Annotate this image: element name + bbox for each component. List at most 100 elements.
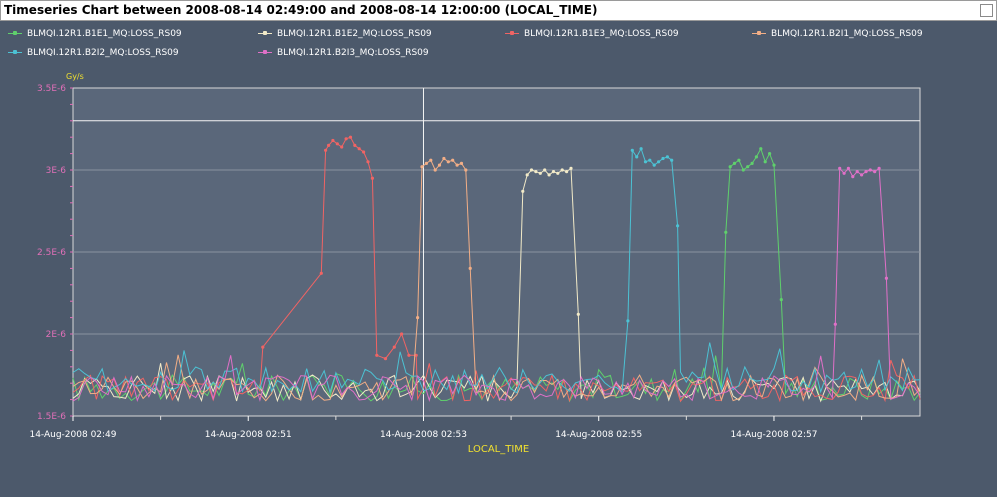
legend-item: BLMQI.12R1.B2I3_MQ:LOSS_RS09 (258, 46, 429, 60)
data-point (451, 158, 455, 162)
x-tick-label: 14-Aug-2008 02:53 (380, 430, 467, 440)
legend-label: BLMQI.12R1.B1E3_MQ:LOSS_RS09 (524, 29, 679, 39)
data-point (746, 165, 750, 169)
legend-label: BLMQI.12R1.B2I3_MQ:LOSS_RS09 (277, 48, 429, 58)
series-line (72, 147, 921, 403)
title-bar: Timeseries Chart between 2008-08-14 02:4… (0, 0, 997, 21)
data-point (331, 138, 335, 143)
data-point (327, 143, 331, 147)
data-point (366, 160, 370, 164)
data-point (652, 163, 656, 167)
data-point (855, 170, 859, 174)
data-point (737, 158, 741, 162)
data-point (319, 271, 323, 275)
data-point (661, 156, 665, 161)
data-point (768, 152, 772, 156)
data-point (741, 168, 745, 172)
data-point (754, 155, 759, 159)
data-point (750, 161, 754, 165)
x-tick-label: 14-Aug-2008 02:55 (555, 430, 642, 440)
data-point (348, 135, 353, 139)
chart-legend: BLMQI.12R1.B1E1_MQ:LOSS_RS09 BLMQI.12R1.B… (0, 21, 997, 65)
legend-swatch (258, 29, 272, 39)
data-point (547, 173, 551, 177)
data-point (429, 158, 433, 162)
data-point (643, 160, 648, 164)
series-line (72, 167, 921, 402)
y-tick-label: 2.5E-6 (37, 248, 66, 258)
legend-item: BLMQI.12R1.B1E2_MQ:LOSS_RS09 (258, 27, 432, 41)
data-point (521, 189, 525, 193)
x-tick-label: 14-Aug-2008 02:57 (730, 430, 817, 440)
data-point (335, 142, 339, 146)
data-point (416, 316, 420, 320)
y-tick-label: 3.5E-6 (37, 84, 66, 94)
data-point (838, 166, 842, 170)
data-point (884, 276, 889, 280)
legend-item: BLMQI.12R1.B2I2_MQ:LOSS_RS09 (8, 46, 179, 60)
data-point (437, 163, 442, 167)
data-point (400, 332, 404, 336)
data-point (455, 163, 459, 167)
legend-swatch (8, 48, 22, 58)
x-axis-label: LOCAL_TIME (468, 444, 529, 455)
data-point (529, 168, 534, 172)
data-point (576, 312, 580, 316)
data-point (565, 170, 569, 174)
data-point (353, 143, 357, 147)
data-point (833, 322, 837, 326)
data-point (551, 170, 556, 174)
legend-label: BLMQI.12R1.B1E1_MQ:LOSS_RS09 (27, 29, 182, 39)
series-line (72, 157, 921, 402)
data-point (392, 345, 396, 349)
data-point (560, 168, 564, 172)
data-point (407, 353, 411, 357)
data-point (383, 357, 388, 361)
data-point (864, 170, 868, 174)
data-point (556, 171, 560, 175)
data-point (763, 160, 767, 164)
data-point (676, 224, 680, 228)
data-point (538, 171, 542, 175)
data-point (772, 163, 776, 167)
data-point (324, 148, 328, 152)
data-point (362, 150, 366, 154)
legend-label: BLMQI.12R1.B2I1_MQ:LOSS_RS09 (771, 29, 923, 39)
legend-label: BLMQI.12R1.B1E2_MQ:LOSS_RS09 (277, 29, 432, 39)
data-point (370, 176, 374, 180)
data-point (635, 155, 639, 159)
data-point (877, 166, 881, 170)
data-point (375, 353, 379, 357)
data-point (424, 161, 428, 165)
series-line (72, 167, 921, 403)
data-point (846, 166, 851, 170)
data-point (626, 319, 630, 323)
data-point (732, 161, 737, 165)
close-box[interactable] (980, 4, 993, 17)
data-point (464, 168, 468, 172)
data-point (842, 171, 846, 175)
data-point (648, 158, 652, 162)
data-point (657, 160, 661, 164)
y-tick-label: 3E-6 (46, 166, 67, 176)
data-point (860, 173, 864, 177)
legend-item: BLMQI.12R1.B1E1_MQ:LOSS_RS09 (8, 27, 182, 41)
data-point (357, 147, 361, 151)
data-point (724, 230, 728, 234)
data-point (543, 168, 547, 172)
data-point (873, 170, 877, 174)
x-tick-label: 14-Aug-2008 02:51 (205, 430, 292, 440)
legend-label: BLMQI.12R1.B2I2_MQ:LOSS_RS09 (27, 48, 179, 58)
data-point (414, 353, 418, 357)
data-point (670, 158, 674, 162)
data-point (868, 168, 872, 172)
x-tick-label: 14-Aug-2008 02:49 (29, 430, 116, 440)
data-point (630, 148, 634, 152)
data-point (261, 345, 265, 349)
data-point (779, 298, 783, 302)
data-point (851, 175, 855, 179)
data-point (420, 165, 424, 169)
data-point (433, 168, 437, 172)
data-point (442, 156, 446, 161)
window-title: Timeseries Chart between 2008-08-14 02:4… (4, 3, 598, 17)
